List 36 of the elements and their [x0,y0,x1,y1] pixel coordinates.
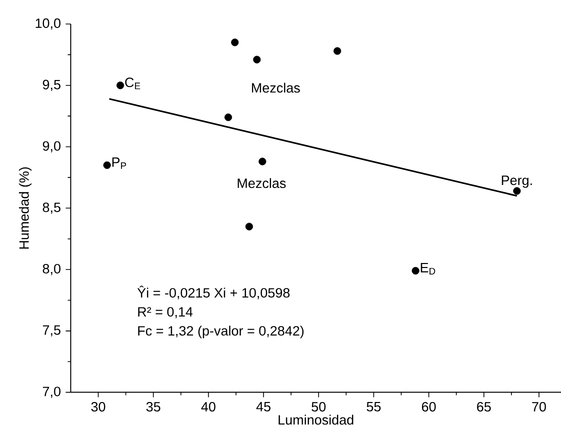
x-axis-title: Luminosidad [278,414,354,425]
annotation: P$_{P}$ [112,157,126,169]
point [103,161,111,169]
x-tick-label: 40 [201,402,216,412]
x-tick-label: 65 [477,402,491,412]
y-tick-label: 9,5 [42,80,60,91]
x-tick-label: 55 [366,402,381,412]
annotation: C$_{E}$ [125,78,140,90]
y-tick-label: 7,0 [42,386,60,398]
point [253,56,261,64]
point [224,114,232,122]
x-tick-label: 70 [532,402,546,412]
annotation: Perg. [502,176,532,188]
y-axis-title: Humedad (%) [18,167,32,249]
annotation: E$_{D}$ [420,263,436,274]
y-tick-label: 10,0 [36,18,60,30]
y-tick-label: 8,5 [42,202,60,214]
annotation: Mezclas [238,178,286,188]
x-tick-label: 60 [422,402,436,412]
x-tick-label: 50 [312,402,326,412]
point [116,82,124,90]
point [245,222,253,230]
annotation: Ŷi = -0,0215 Xi + 10,0598 [137,286,290,300]
point [334,47,342,55]
y-tick-label: 7,5 [42,325,60,336]
y-tick-label: 9,0 [42,141,60,152]
point [258,158,266,166]
annotation: Mezclas [252,82,300,93]
x-tick-label: 30 [91,402,106,412]
annotation: R² = 0,14 [138,307,193,318]
point [412,266,420,275]
y-tick-label: 8,0 [42,264,60,276]
annotation: Fc = 1,32 (p-valor = 0,2842) [138,326,304,338]
x-tick-label: 35 [146,402,160,412]
point [231,38,239,46]
x-tick-label: 45 [256,402,270,412]
